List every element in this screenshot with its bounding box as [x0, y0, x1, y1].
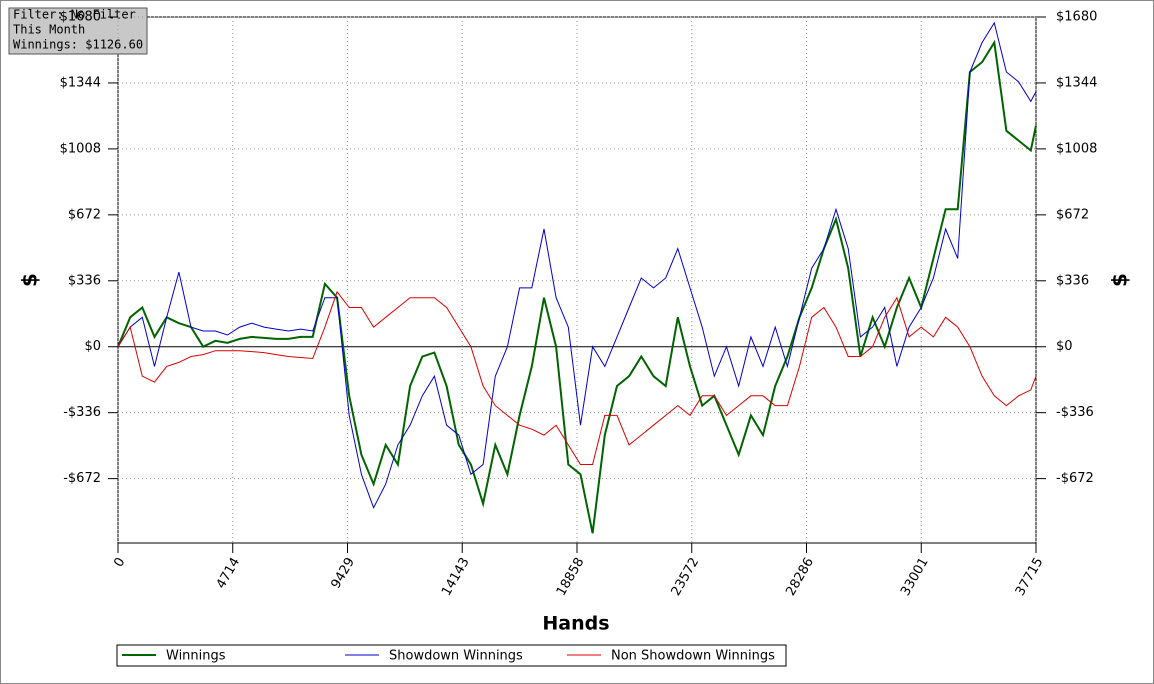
y-tick-label: $672 [68, 207, 101, 222]
y-tick-label: $1008 [60, 141, 101, 156]
y2-tick-label: $1344 [1056, 75, 1097, 90]
info-period: This Month [13, 23, 85, 37]
y-tick-label: $336 [68, 273, 101, 288]
y2-tick-label: -$336 [1056, 405, 1094, 420]
y2-tick-label: $336 [1056, 273, 1089, 288]
y2-axis-title: $ [1108, 273, 1132, 287]
legend-label: Non Showdown Winnings [611, 649, 775, 664]
series-line [117, 21, 1037, 509]
y2-tick-label: $1008 [1056, 141, 1097, 156]
x-axis-title: Hands [542, 613, 609, 635]
legend-label: Showdown Winnings [389, 649, 523, 664]
y2-tick-label: -$672 [1056, 471, 1094, 486]
y-tick-label: $0 [84, 339, 101, 354]
y2-tick-label: $1680 [1056, 10, 1097, 25]
y-axis-title: $ [18, 273, 42, 287]
series-line [117, 39, 1037, 534]
y-tick-label: $1680 [60, 10, 101, 25]
y-tick-label: $1344 [60, 75, 101, 90]
series-line [117, 290, 1037, 465]
y2-tick-label: $672 [1056, 207, 1089, 222]
info-filter: Filter: No Filter [13, 8, 136, 22]
y-tick-label: -$336 [63, 405, 101, 420]
legend-label: Winnings [166, 649, 226, 664]
info-winnings: Winnings: $1126.60 [13, 38, 143, 52]
legend [116, 644, 787, 667]
y-tick-label: -$672 [63, 471, 101, 486]
info-box [8, 7, 148, 55]
y2-tick-label: $0 [1056, 339, 1073, 354]
